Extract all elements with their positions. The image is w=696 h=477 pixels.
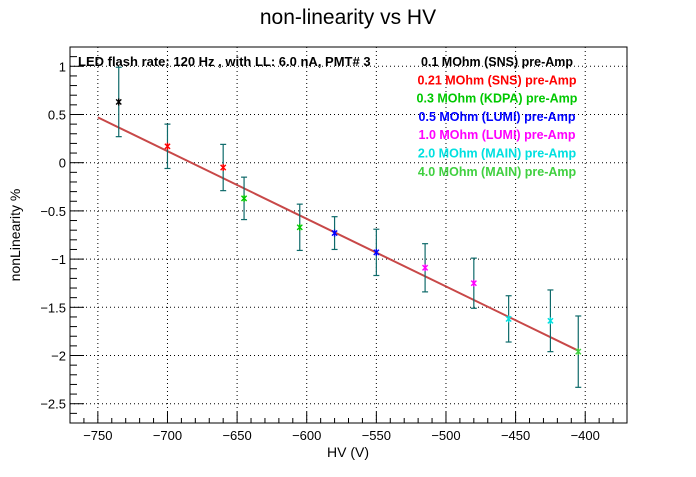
- legend-entry: 1.0 MOhm (LUMI) pre-Amp: [419, 128, 576, 142]
- data-point-1: [164, 142, 171, 150]
- x-tick-label: −550: [362, 428, 391, 443]
- y-tick-label: 0.5: [48, 107, 66, 122]
- grid-lines: [70, 47, 627, 423]
- data-point-4: [421, 264, 429, 272]
- run-info-annotation: LED flash rate: 120 Hz , with LL: 6.0 nA…: [78, 54, 371, 69]
- data-point-0: [115, 98, 122, 106]
- legend: 0.1 MOhm (SNS) pre-Amp 0.21 MOhm (SNS) pr…: [417, 55, 578, 179]
- data-point-2: [296, 223, 303, 231]
- y-tick-label: −1: [51, 252, 66, 267]
- fit-line-group: [97, 116, 579, 352]
- x-tick-label: −400: [571, 428, 600, 443]
- legend-entry: 0.21 MOhm (SNS) pre-Amp: [417, 73, 576, 87]
- x-axis-label: HV (V): [327, 444, 369, 460]
- y-axis-label: nonLinearity %: [7, 189, 23, 282]
- legend-entry: 0.5 MOhm (LUMI) pre-Amp: [419, 110, 576, 124]
- legend-entry: 2.0 MOhm (MAIN) pre-Amp: [418, 147, 577, 161]
- y-tick-label: 1: [59, 59, 66, 74]
- y-tick-label: −0.5: [40, 204, 66, 219]
- x-axis: −750 −700 −650 −600 −550 −500 −450 −400: [69, 412, 628, 443]
- data-point-3: [373, 248, 380, 256]
- y-tick-label: −2: [51, 349, 66, 364]
- x-tick-label: −450: [501, 428, 530, 443]
- legend-entry: 4.0 MOhm (MAIN) pre-Amp: [418, 165, 577, 179]
- x-tick-label: −700: [153, 428, 182, 443]
- x-tick-label: −750: [83, 428, 112, 443]
- y-tick-label: −2.5: [40, 397, 66, 412]
- data-point-5: [505, 315, 512, 323]
- data-point-1: [220, 164, 227, 172]
- x-tick-label: −500: [431, 428, 460, 443]
- chart-title: non-linearity vs HV: [260, 6, 436, 29]
- y-axis: −2.5 −2 −1.5 −1 −0.5 0 0.5 1: [40, 46, 84, 424]
- data-points: [115, 66, 582, 388]
- data-point-3: [331, 229, 338, 237]
- x-tick-label: −600: [292, 428, 321, 443]
- data-point-2: [240, 194, 248, 202]
- y-tick-label: 0: [59, 156, 66, 171]
- legend-entry: 0.3 MOhm (KDPA) pre-Amp: [417, 92, 578, 106]
- data-point-4: [470, 279, 477, 287]
- legend-entry: 0.1 MOhm (SNS) pre-Amp: [421, 55, 573, 69]
- data-point-5: [547, 317, 554, 325]
- data-point-6: [575, 348, 582, 356]
- x-tick-label: −650: [222, 428, 251, 443]
- y-tick-label: −1.5: [40, 300, 66, 315]
- fit-line: [97, 116, 579, 352]
